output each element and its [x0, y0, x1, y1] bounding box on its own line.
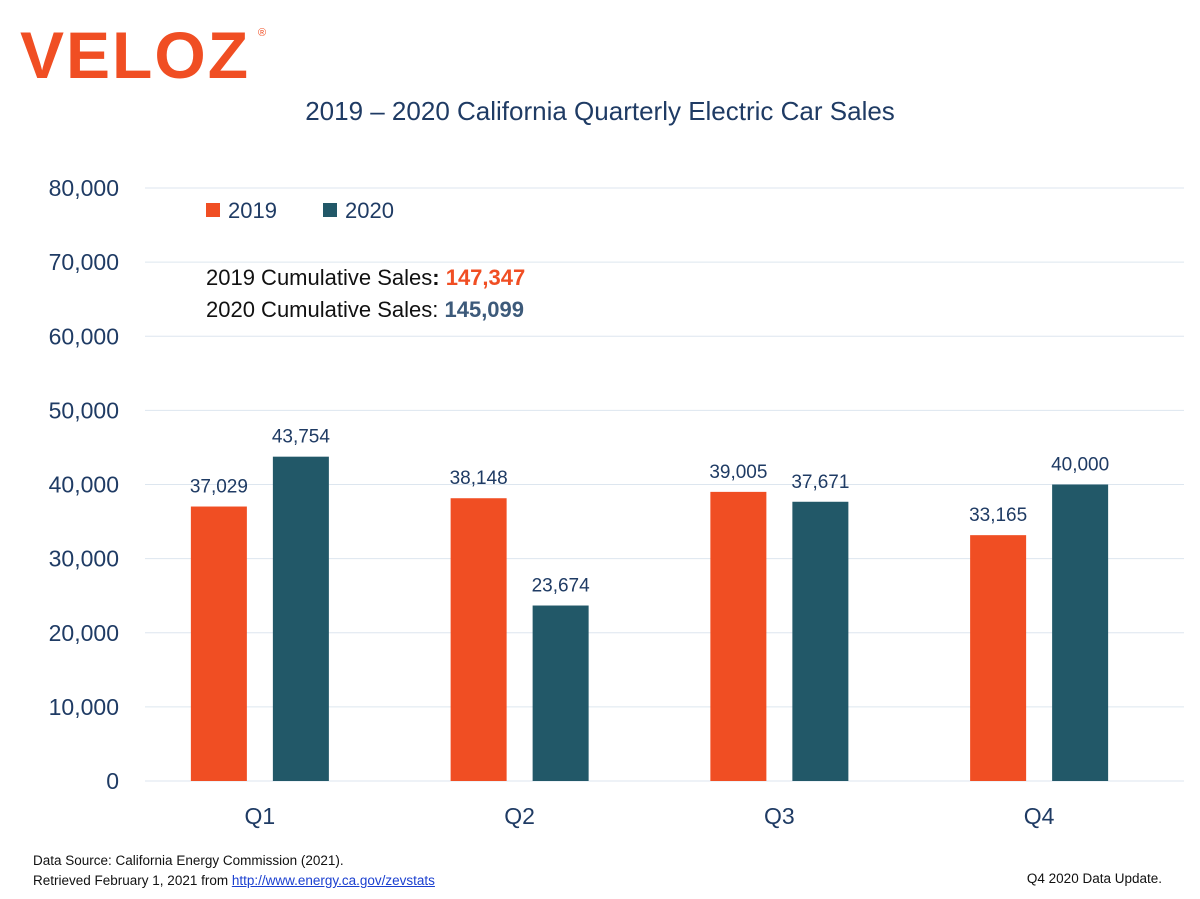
cumulative-value: 147,347	[446, 265, 526, 290]
y-tick-label: 20,000	[49, 620, 119, 646]
source-line-2: Retrieved February 1, 2021 from http://w…	[33, 871, 435, 891]
bar-2020-Q3	[792, 501, 849, 781]
legend-swatch-2020	[323, 203, 337, 217]
cumulative-separator: :	[432, 297, 444, 322]
legend-label: 2020	[345, 198, 394, 223]
data-label: 40,000	[1051, 455, 1109, 476]
x-tick-label: Q1	[245, 803, 276, 829]
x-tick-label: Q2	[504, 803, 535, 829]
y-tick-label: 0	[106, 768, 119, 794]
data-label: 23,674	[532, 576, 591, 597]
data-label: 43,754	[272, 427, 331, 448]
veloz-logo: VELOZ ®	[20, 18, 266, 88]
y-tick-label: 70,000	[49, 249, 119, 275]
data-update-note: Q4 2020 Data Update.	[1026, 871, 1162, 886]
cumulative-label: 2020 Cumulative Sales	[206, 297, 432, 322]
bar-2019-Q4	[970, 535, 1027, 781]
legend-label: 2019	[228, 198, 277, 223]
bar-2019-Q3	[710, 491, 767, 781]
x-tick-label: Q3	[764, 803, 795, 829]
source-retrieved-text: Retrieved February 1, 2021 from	[33, 873, 232, 888]
data-source: Data Source: California Energy Commissio…	[33, 851, 435, 891]
y-tick-label: 10,000	[49, 694, 119, 720]
cumulative-sales-2019: 2019 Cumulative Sales: 147,347	[206, 265, 525, 290]
cumulative-separator: :	[432, 265, 445, 290]
bar-2020-Q1	[272, 456, 329, 781]
data-label: 39,005	[709, 462, 767, 483]
chart-title: 2019 – 2020 California Quarterly Electri…	[305, 96, 895, 126]
data-label: 33,165	[969, 505, 1027, 526]
y-tick-label: 30,000	[49, 546, 119, 572]
data-label: 37,671	[791, 472, 849, 493]
bar-2019-Q1	[190, 506, 247, 781]
source-link[interactable]: http://www.energy.ca.gov/zevstats	[231, 873, 435, 888]
y-tick-label: 60,000	[49, 323, 119, 349]
y-tick-label: 40,000	[49, 472, 119, 498]
cumulative-label: 2019 Cumulative Sales	[206, 265, 432, 290]
cumulative-value: 145,099	[444, 297, 524, 322]
registered-mark: ®	[258, 27, 266, 39]
y-tick-label: 80,000	[49, 175, 119, 201]
y-tick-label: 50,000	[49, 397, 119, 423]
legend-swatch-2019	[206, 203, 220, 217]
x-tick-label: Q4	[1024, 803, 1055, 829]
logo-wordmark: VELOZ	[20, 18, 250, 88]
data-label: 38,148	[450, 468, 508, 489]
data-label: 37,029	[190, 477, 248, 498]
bar-2020-Q4	[1052, 484, 1109, 781]
source-line-1: Data Source: California Energy Commissio…	[33, 853, 344, 868]
bar-2019-Q2	[450, 498, 507, 781]
bar-2020-Q2	[532, 605, 589, 781]
cumulative-sales-2020: 2020 Cumulative Sales: 145,099	[206, 297, 524, 322]
